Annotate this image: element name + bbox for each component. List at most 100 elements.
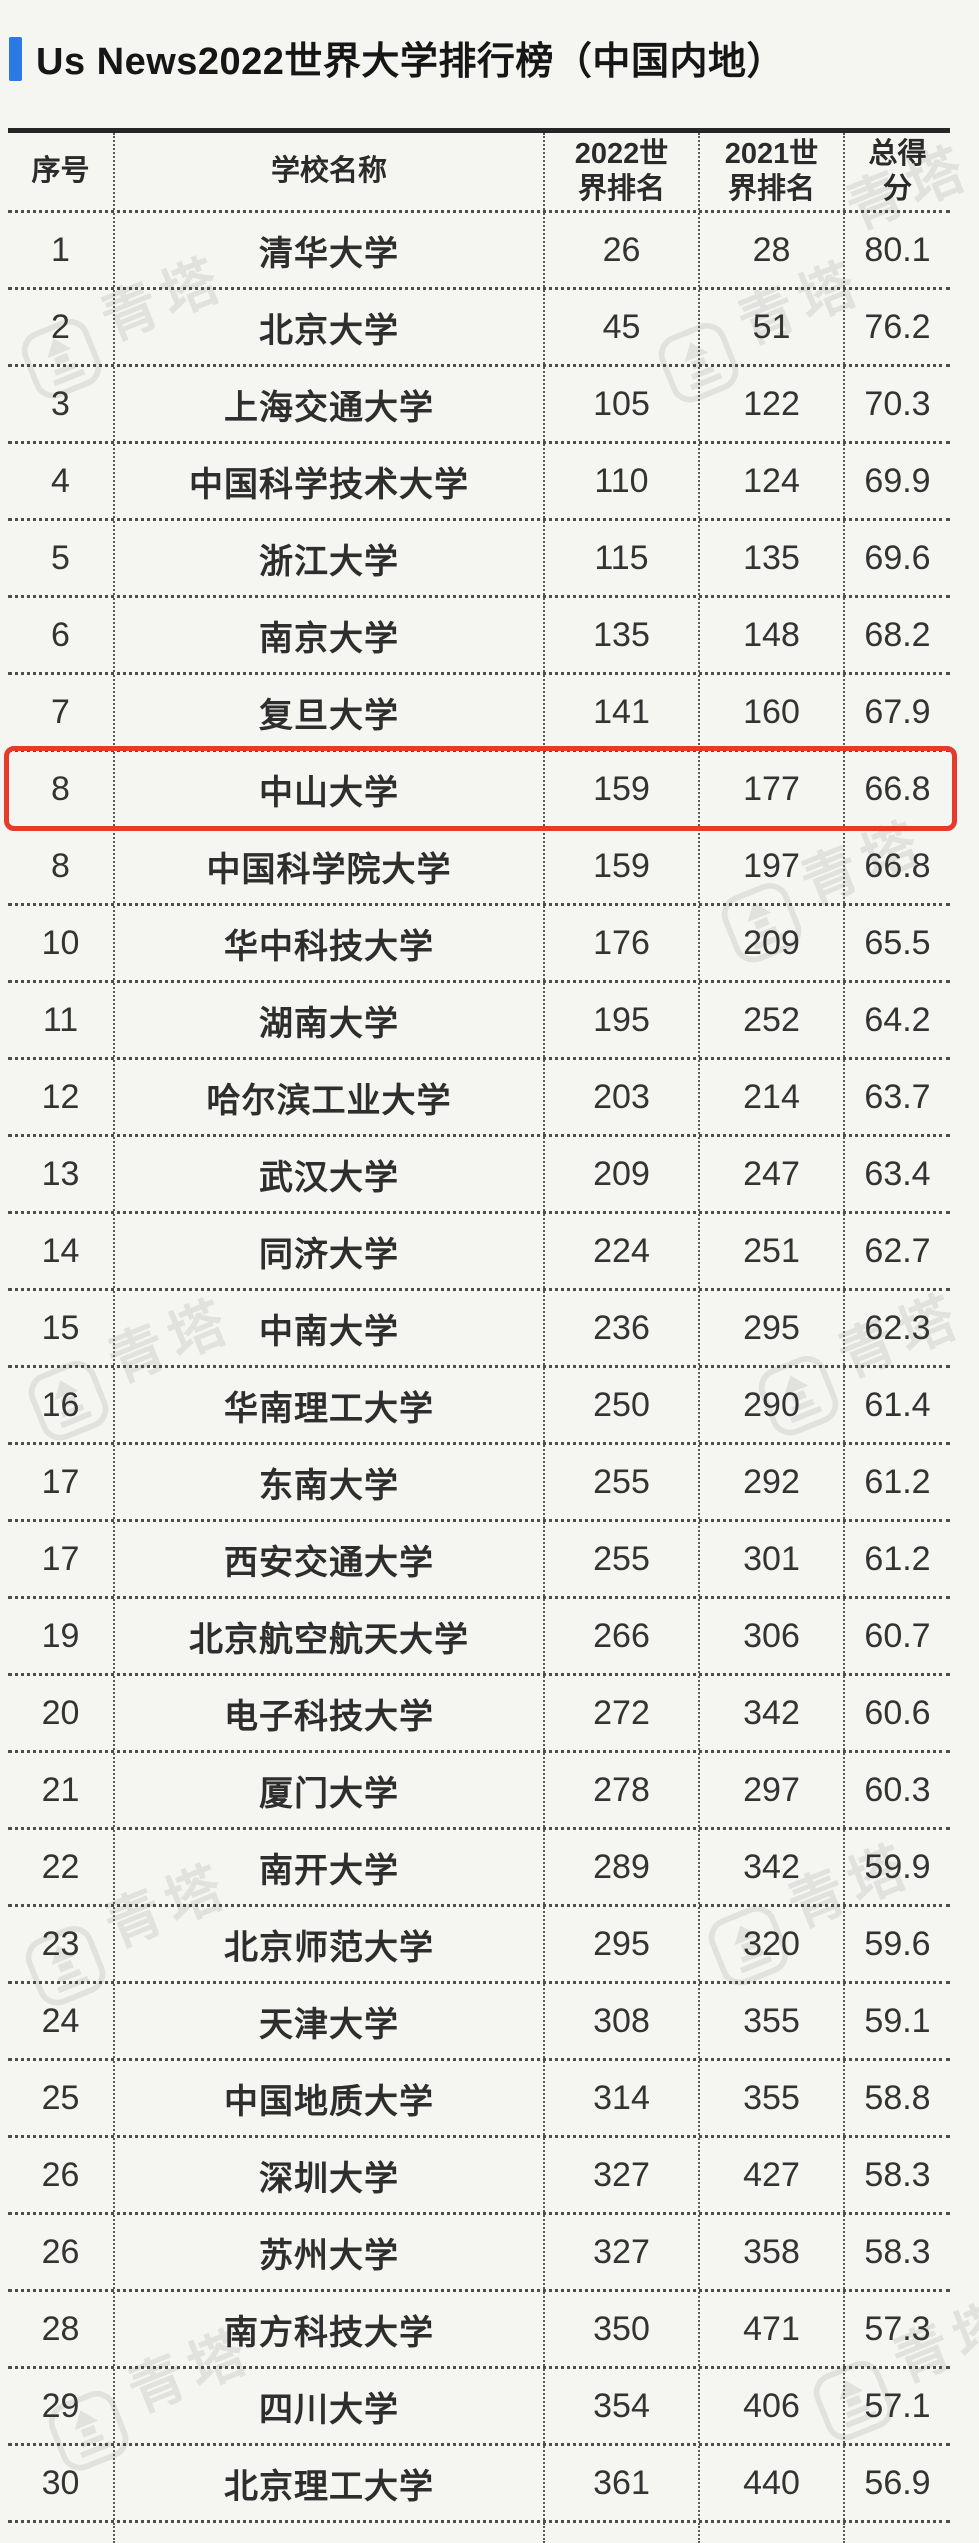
rank-2021: 355 xyxy=(700,2061,845,2135)
table-row: 17 西安交通大学 255 301 61.2 xyxy=(8,1522,950,1599)
total-score: 60.3 xyxy=(864,1770,931,1809)
school-name: 湖南大学 xyxy=(115,983,545,1057)
total-score: 62.3 xyxy=(864,1308,931,1347)
table-row: 4 中国科学技术大学 110 124 69.9 xyxy=(8,444,950,521)
total-score: 67.9 xyxy=(864,692,931,731)
school-name: 中国科学院大学 xyxy=(115,829,545,903)
row-number: 25 xyxy=(8,2061,115,2135)
total-score: 58.3 xyxy=(864,2232,931,2271)
school-name: 上海交通大学 xyxy=(115,367,545,441)
rank-2021: 252 xyxy=(700,983,845,1057)
rank-2022: 255 xyxy=(545,1522,700,1596)
table-row: 6 南京大学 135 148 68.2 xyxy=(8,598,950,675)
table-row: 3 上海交通大学 105 122 70.3 xyxy=(8,367,950,444)
row-number: 11 xyxy=(8,983,115,1057)
rank-2022: 110 xyxy=(545,444,700,518)
school-name: 苏州大学 xyxy=(115,2215,545,2289)
column-header-rank2021: 2021世 界排名 xyxy=(700,133,845,210)
total-score: 70.3 xyxy=(864,384,931,423)
rank-2022: 141 xyxy=(545,675,700,749)
row-number: 6 xyxy=(8,598,115,672)
row-number: 3 xyxy=(8,367,115,441)
row-number: 29 xyxy=(8,2369,115,2443)
table-row: 11 湖南大学 195 252 64.2 xyxy=(8,983,950,1060)
rank-2022: 236 xyxy=(545,1291,700,1365)
total-score: 60.7 xyxy=(864,1616,931,1655)
school-name: 清华大学 xyxy=(115,213,545,287)
school-name: 复旦大学 xyxy=(115,675,545,749)
rank-2022: 250 xyxy=(545,1368,700,1442)
row-number: 17 xyxy=(8,1445,115,1519)
total-score: 65.5 xyxy=(864,923,931,962)
rank-2021: 28 xyxy=(700,213,845,287)
total-score: 59.1 xyxy=(864,2001,931,2040)
school-name: 厦门大学 xyxy=(115,1753,545,1827)
rank-2022: 278 xyxy=(545,1753,700,1827)
rank-2021: 122 xyxy=(700,367,845,441)
rank-2021: 251 xyxy=(700,1214,845,1288)
row-number: 17 xyxy=(8,1522,115,1596)
row-number: 8 xyxy=(8,752,115,826)
row-number: 10 xyxy=(8,906,115,980)
row-number: 19 xyxy=(8,1599,115,1673)
title-section: Us News2022世界大学排行榜（中国内地） xyxy=(0,0,979,110)
page-title: Us News2022世界大学排行榜（中国内地） xyxy=(36,41,785,83)
school-name: 东南大学 xyxy=(115,1445,545,1519)
table-row-partial xyxy=(8,2523,950,2543)
row-number: 4 xyxy=(8,444,115,518)
table-row: 19 北京航空航天大学 266 306 60.7 xyxy=(8,1599,950,1676)
school-name: 武汉大学 xyxy=(115,1137,545,1211)
total-score: 68.2 xyxy=(864,615,931,654)
total-score: 61.4 xyxy=(864,1385,931,1424)
column-header-no: 序号 xyxy=(8,133,115,210)
total-score: 57.1 xyxy=(864,2386,931,2425)
row-number: 22 xyxy=(8,1830,115,1904)
table-row: 5 浙江大学 115 135 69.6 xyxy=(8,521,950,598)
title-accent-bar xyxy=(9,37,22,81)
rank-2022: 361 xyxy=(545,2446,700,2520)
rank-2022: 266 xyxy=(545,1599,700,1673)
rank-2022: 203 xyxy=(545,1060,700,1134)
row-number: 7 xyxy=(8,675,115,749)
row-number: 24 xyxy=(8,1984,115,2058)
rank-2021: 427 xyxy=(700,2138,845,2212)
rank-2022: 255 xyxy=(545,1445,700,1519)
school-name: 南方科技大学 xyxy=(115,2292,545,2366)
row-number: 23 xyxy=(8,1907,115,1981)
table-row: 29 四川大学 354 406 57.1 xyxy=(8,2369,950,2446)
rank-2021: 124 xyxy=(700,444,845,518)
rank-2021: 292 xyxy=(700,1445,845,1519)
table-row: 25 中国地质大学 314 355 58.8 xyxy=(8,2061,950,2138)
school-name: 中南大学 xyxy=(115,1291,545,1365)
school-name: 南京大学 xyxy=(115,598,545,672)
rank-2022: 350 xyxy=(545,2292,700,2366)
row-number: 26 xyxy=(8,2138,115,2212)
total-score: 66.8 xyxy=(864,846,931,885)
total-score: 61.2 xyxy=(864,1462,931,1501)
rank-2021: 247 xyxy=(700,1137,845,1211)
row-number: 16 xyxy=(8,1368,115,1442)
total-score: 59.6 xyxy=(864,1924,931,1963)
school-name: 天津大学 xyxy=(115,1984,545,2058)
row-number: 21 xyxy=(8,1753,115,1827)
total-score: 58.3 xyxy=(864,2155,931,2194)
rank-2021: 301 xyxy=(700,1522,845,1596)
rank-2022: 308 xyxy=(545,1984,700,2058)
rank-2022: 135 xyxy=(545,598,700,672)
school-name: 电子科技大学 xyxy=(115,1676,545,1750)
total-score: 80.1 xyxy=(864,230,931,269)
row-number: 2 xyxy=(8,290,115,364)
row-number: 8 xyxy=(8,829,115,903)
table-row: 16 华南理工大学 250 290 61.4 xyxy=(8,1368,950,1445)
school-name: 北京师范大学 xyxy=(115,1907,545,1981)
table-row: 22 南开大学 289 342 59.9 xyxy=(8,1830,950,1907)
table-row: 21 厦门大学 278 297 60.3 xyxy=(8,1753,950,1830)
rank-2022: 327 xyxy=(545,2215,700,2289)
row-number: 20 xyxy=(8,1676,115,1750)
table-row: 15 中南大学 236 295 62.3 xyxy=(8,1291,950,1368)
school-name: 华南理工大学 xyxy=(115,1368,545,1442)
rank-2021: 295 xyxy=(700,1291,845,1365)
table-row: 8 中国科学院大学 159 197 66.8 xyxy=(8,829,950,906)
school-name: 华中科技大学 xyxy=(115,906,545,980)
